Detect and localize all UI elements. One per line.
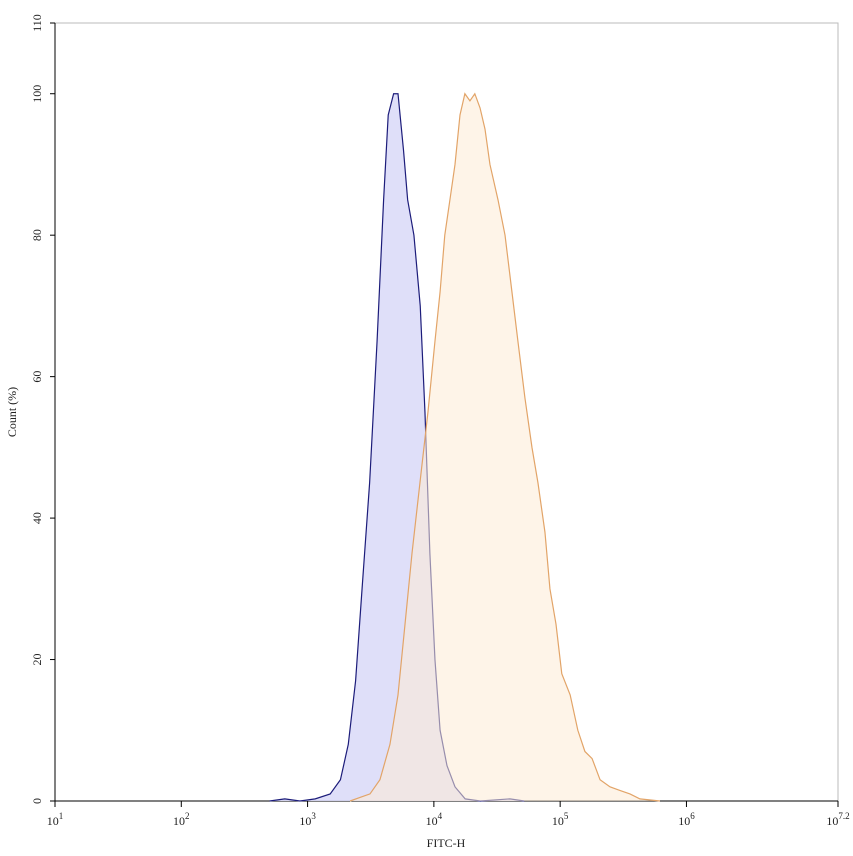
x-tick-exponent: 5 — [564, 811, 569, 821]
y-tick-label: 100 — [30, 85, 44, 103]
x-tick-label: 102 — [173, 811, 190, 828]
x-tick-base: 10 — [552, 814, 564, 828]
x-tick-base: 10 — [826, 814, 838, 828]
x-tick-base: 10 — [299, 814, 311, 828]
x-tick-exponent: 2 — [185, 811, 190, 821]
x-tick-exponent: 6 — [690, 811, 695, 821]
x-tick-base: 10 — [47, 814, 59, 828]
y-tick-label: 110 — [30, 14, 44, 32]
x-axis-label: FITC-H — [427, 836, 466, 850]
x-tick-label: 101 — [47, 811, 64, 828]
x-tick-label: 106 — [678, 811, 695, 828]
y-axis-label: Count (%) — [5, 387, 19, 437]
x-tick-exponent: 3 — [311, 811, 316, 821]
x-tick-exponent: 1 — [59, 811, 64, 821]
x-tick-base: 10 — [426, 814, 438, 828]
histogram-curve — [349, 92, 661, 802]
y-tick-label: 80 — [30, 229, 44, 241]
x-tick-base: 10 — [678, 814, 690, 828]
x-tick-label: 105 — [552, 811, 569, 828]
x-tick-label: 104 — [426, 811, 443, 828]
y-tick-label: 60 — [30, 371, 44, 383]
y-tick-label: 40 — [30, 512, 44, 524]
x-tick-base: 10 — [173, 814, 185, 828]
x-tick-label: 103 — [299, 811, 316, 828]
x-tick-exponent: 7.2 — [838, 811, 849, 821]
x-tick-exponent: 4 — [438, 811, 443, 821]
y-tick-label: 0 — [30, 798, 44, 804]
y-tick-label: 20 — [30, 654, 44, 666]
x-tick-label: 107.2 — [826, 811, 849, 828]
